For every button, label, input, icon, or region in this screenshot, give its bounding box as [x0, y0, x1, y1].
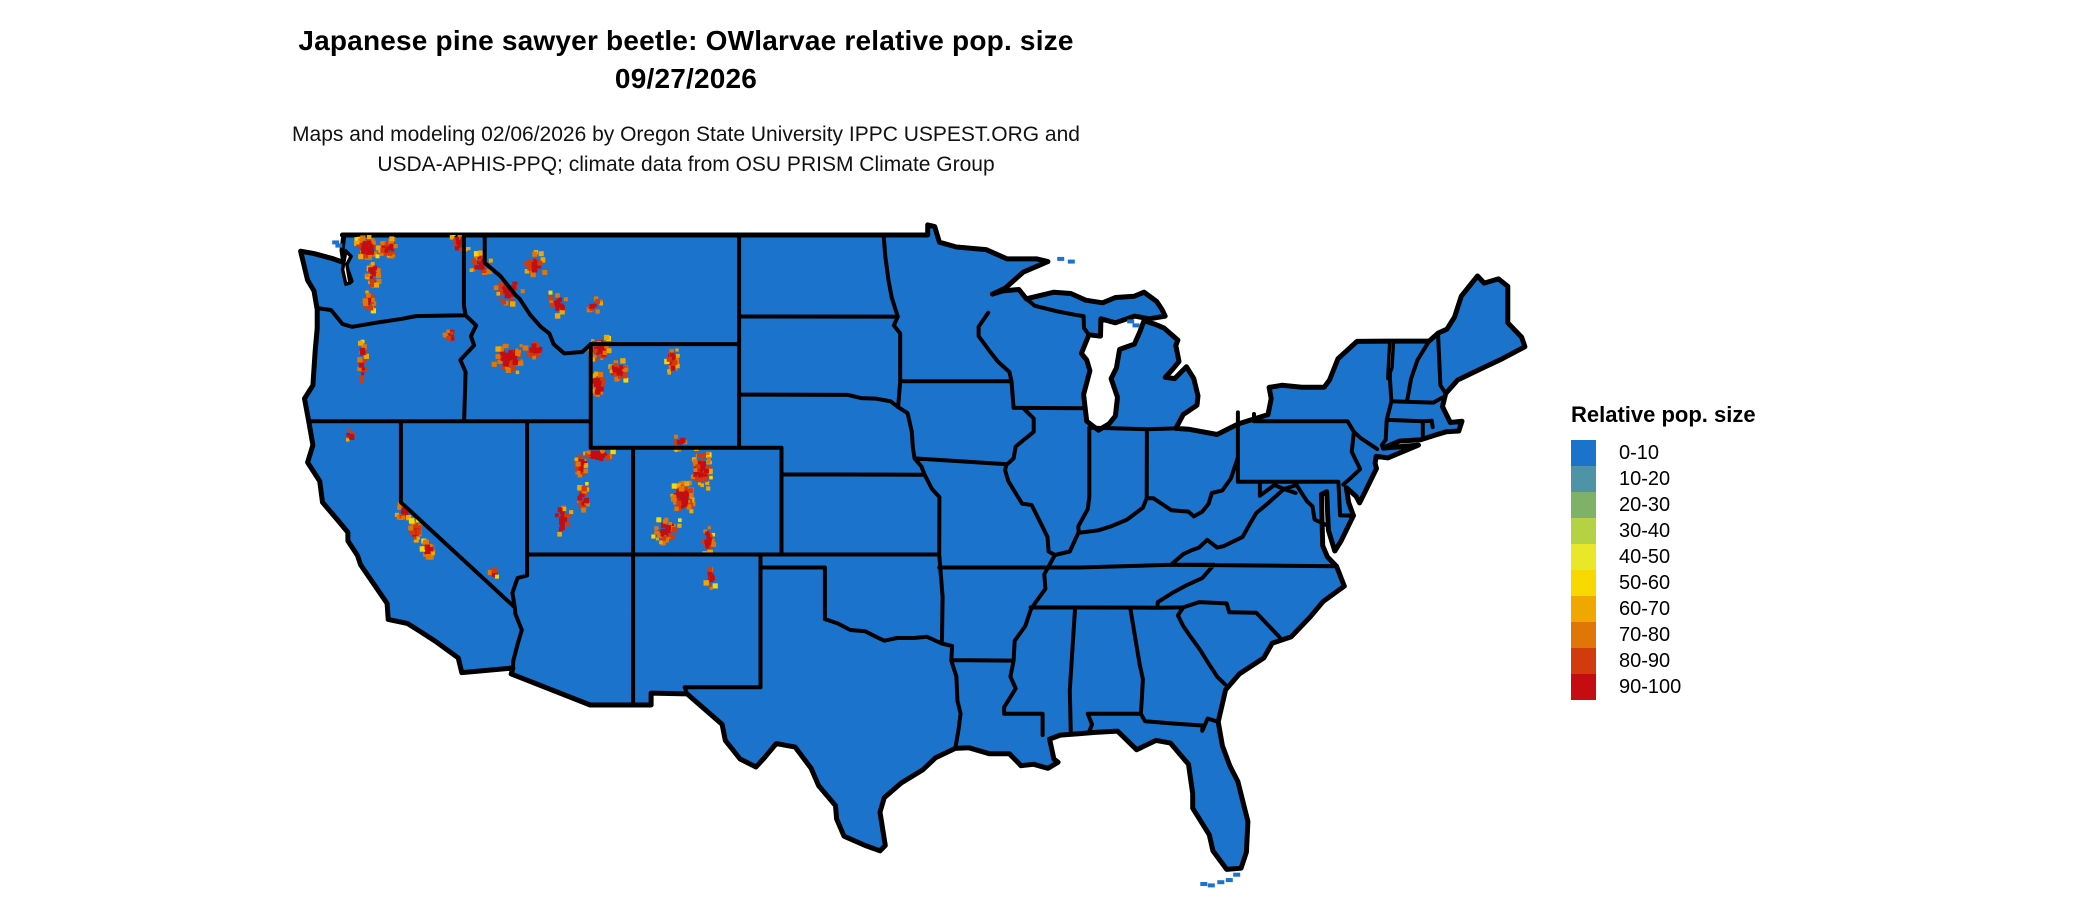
- legend-item: 50-60: [1571, 570, 1756, 596]
- island: [1127, 319, 1135, 324]
- island: [1217, 880, 1225, 885]
- island: [1207, 883, 1215, 888]
- island: [335, 243, 343, 248]
- legend-label: 70-80: [1619, 623, 1671, 646]
- legend-item: 80-90: [1571, 648, 1756, 674]
- legend-label: 0-10: [1619, 441, 1660, 464]
- island: [1132, 323, 1140, 328]
- page-subtitle-line1: Maps and modeling 02/06/2026 by Oregon S…: [292, 123, 1080, 146]
- legend-swatch: [1571, 518, 1596, 544]
- page-subtitle-line2: USDA-APHIS-PPQ; climate data from OSU PR…: [377, 153, 995, 176]
- island: [1057, 256, 1065, 261]
- legend-swatch: [1571, 466, 1596, 492]
- island: [1233, 872, 1241, 877]
- state-borders: [306, 233, 1448, 751]
- legend-swatch: [1571, 492, 1596, 518]
- legend-item: 60-70: [1571, 596, 1756, 622]
- legend-label: 80-90: [1619, 649, 1671, 672]
- legend: Relative pop. size 0-10 10-20 20-30 30-40 40…: [1571, 402, 1756, 700]
- legend-item: 70-80: [1571, 622, 1756, 648]
- legend-items: 0-10 10-20 20-30 30-40 40-50 50-60 60-70 70-80 8…: [1571, 440, 1756, 700]
- legend-swatch: [1571, 596, 1596, 622]
- island: [1225, 878, 1233, 883]
- legend-label: 20-30: [1619, 493, 1671, 516]
- legend-label: 90-100: [1619, 675, 1682, 698]
- legend-item: 90-100: [1571, 674, 1756, 700]
- page-subheader: Maps and modeling 02/06/2026 by Oregon S…: [0, 120, 1372, 180]
- us-landmass: [298, 222, 1528, 872]
- legend-item: 40-50: [1571, 544, 1756, 570]
- inland-water: [340, 249, 353, 286]
- legend-swatch: [1571, 622, 1596, 648]
- legend-label: 10-20: [1619, 467, 1671, 490]
- legend-item: 10-20: [1571, 466, 1756, 492]
- legend-swatch: [1571, 648, 1596, 674]
- page-title: Japanese pine sawyer beetle: OWlarvae re…: [298, 25, 1074, 56]
- island: [332, 240, 340, 245]
- legend-swatch: [1571, 544, 1596, 570]
- island: [1067, 259, 1075, 264]
- legend-swatch: [1571, 674, 1596, 700]
- legend-label: 30-40: [1619, 519, 1671, 542]
- legend-item: 30-40: [1571, 518, 1756, 544]
- legend-label: 50-60: [1619, 571, 1671, 594]
- legend-swatch: [1571, 440, 1596, 466]
- legend-label: 60-70: [1619, 597, 1671, 620]
- legend-item: 0-10: [1571, 440, 1756, 466]
- legend-item: 20-30: [1571, 492, 1756, 518]
- island: [1200, 882, 1208, 886]
- page-header: Japanese pine sawyer beetle: OWlarvae re…: [0, 22, 1372, 98]
- legend-label: 40-50: [1619, 545, 1671, 568]
- inland-water: [1386, 339, 1396, 381]
- legend-title: Relative pop. size: [1571, 402, 1756, 427]
- page-title-date: 09/27/2026: [614, 63, 758, 94]
- legend-swatch: [1571, 570, 1596, 596]
